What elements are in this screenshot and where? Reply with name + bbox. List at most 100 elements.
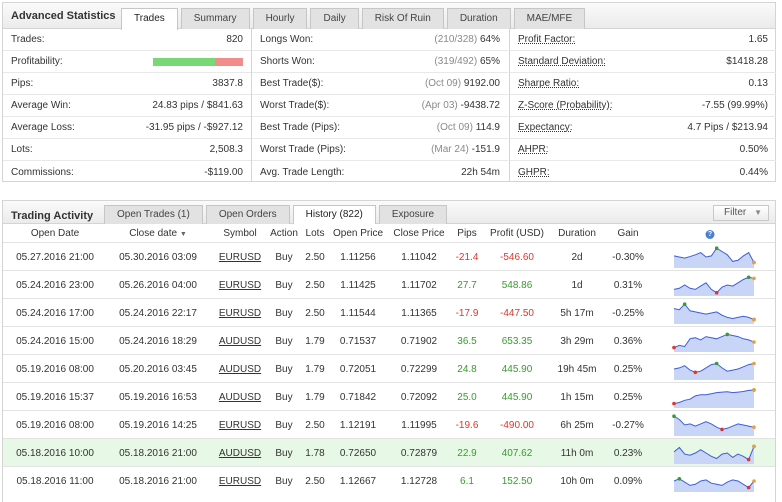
cell-open-price: 0.71842: [339, 392, 377, 403]
col-open-date[interactable]: Open Date: [30, 228, 80, 239]
stat-label[interactable]: Sharpe Ratio:: [518, 78, 580, 89]
gain-sparkline: [673, 477, 756, 492]
tab-daily[interactable]: Daily: [310, 8, 359, 29]
cell-lots: 2.50: [305, 420, 325, 431]
cell-open-price: 1.11544: [340, 308, 376, 319]
cell-symbol[interactable]: AUDUSD: [218, 392, 262, 403]
cell-action: Buy: [275, 280, 293, 291]
tab-duration[interactable]: Duration: [446, 8, 511, 29]
stat-average-win: Average Win: 24.83 pips / $841.63: [3, 95, 251, 117]
stat-profit-factor: Profit Factor: 1.65: [510, 29, 776, 51]
stat-sharpe-ratio: Sharpe Ratio: 0.13: [510, 73, 776, 95]
stat-value: 3837.8: [212, 78, 243, 89]
cell-symbol[interactable]: AUDUSD: [218, 448, 262, 459]
stat-label: Average Loss:: [11, 122, 75, 133]
stat-label[interactable]: Expectancy:: [518, 122, 573, 133]
col-close-date-label: Close date: [129, 228, 178, 239]
cell-profit: 445.90: [501, 364, 533, 375]
cell-symbol[interactable]: EURUSD: [218, 280, 262, 291]
col-lots[interactable]: Lots: [305, 228, 325, 239]
column-divider: [509, 29, 510, 182]
gain-sparkline: [672, 414, 756, 436]
table-row[interactable]: 05.24.2016 17:00 05.24.2016 22:17 EURUSD Bu…: [3, 298, 775, 326]
table-row[interactable]: 05.19.2016 08:00 05.20.2016 03:45 AUDUSD Bu…: [3, 354, 775, 382]
cell-duration: 5h 17m: [560, 308, 594, 319]
tab-open-orders[interactable]: Open Orders: [205, 205, 290, 224]
cell-open-price: 0.72650: [339, 448, 377, 459]
table-row[interactable]: 05.24.2016 23:00 05.26.2016 04:00 EURUSD Bu…: [3, 270, 775, 298]
sparkline-last-dot: [752, 317, 756, 322]
col-close-date[interactable]: Close date ▼: [129, 228, 187, 239]
cell-symbol[interactable]: EURUSD: [218, 252, 262, 263]
cell-lots: 1.78: [305, 448, 325, 459]
cell-pips: -19.6: [455, 420, 479, 431]
stat-label[interactable]: Z-Score (Probability):: [518, 100, 613, 111]
cell-lots: 2.50: [305, 280, 325, 291]
table-row[interactable]: 05.24.2016 15:00 05.24.2016 18:29 AUDUSD Bu…: [3, 326, 775, 354]
stat-value: 24.83 pips / $841.63: [152, 100, 243, 111]
cell-symbol[interactable]: EURUSD: [218, 420, 262, 431]
table-row[interactable]: 05.27.2016 21:00 05.30.2016 03:09 EURUSD Bu…: [3, 242, 775, 270]
sparkline-min-dot: [746, 457, 751, 462]
stat-value: 114.9: [475, 122, 500, 133]
col-open-price[interactable]: Open Price: [332, 228, 384, 239]
stat-label[interactable]: Standard Deviation:: [518, 56, 606, 67]
sparkline-min-dot: [672, 345, 676, 350]
stat-value: -7.55 (99.99%): [701, 100, 768, 111]
stat-ahpr: AHPR: 0.50%: [510, 139, 776, 161]
cell-pips: 24.8: [457, 364, 477, 375]
sparkline-max-dot: [746, 275, 751, 280]
sparkline-max-dot: [714, 246, 719, 250]
table-row[interactable]: 05.18.2016 10:00 05.18.2016 21:00 AUDUSD Bu…: [3, 438, 775, 466]
help-column[interactable]: ?: [705, 228, 715, 239]
cell-duration: 6h 25m: [560, 420, 594, 431]
table-row[interactable]: 05.19.2016 15:37 05.19.2016 16:53 AUDUSD Bu…: [3, 382, 775, 410]
stat-label: Worst Trade (Pips):: [260, 144, 346, 155]
cell-pips: -17.9: [455, 308, 479, 319]
cell-open-price: 0.71537: [339, 336, 377, 347]
stats-column-3: Profit Factor: 1.65 Standard Deviation: $1…: [510, 29, 776, 182]
cell-symbol[interactable]: AUDUSD: [218, 336, 262, 347]
col-action[interactable]: Action: [270, 228, 298, 239]
cell-close-price: 0.72879: [400, 448, 438, 459]
cell-duration: 3h 29m: [560, 336, 594, 347]
stat-pips: Pips: 3837.8: [3, 73, 251, 95]
cell-symbol[interactable]: EURUSD: [218, 476, 262, 487]
sparkline-area: [674, 363, 754, 380]
stat-label: Trades:: [11, 34, 45, 45]
tab-open-trades[interactable]: Open Trades (1): [104, 205, 203, 224]
col-close-price[interactable]: Close Price: [393, 228, 445, 239]
tab-hourly[interactable]: Hourly: [252, 8, 308, 29]
col-profit[interactable]: Profit (USD): [490, 228, 544, 239]
tab-history[interactable]: History (822): [292, 205, 376, 225]
sparkline-last-dot: [752, 361, 756, 366]
col-symbol[interactable]: Symbol: [223, 228, 257, 239]
stat-best-trade-usd: Best Trade($): (Oct 09) 9192.00: [252, 73, 508, 95]
tab-summary[interactable]: Summary: [180, 8, 250, 29]
cell-action: Buy: [275, 448, 293, 459]
col-pips[interactable]: Pips: [457, 228, 477, 239]
table-row[interactable]: 05.19.2016 08:00 05.19.2016 14:25 EURUSD Bu…: [3, 410, 775, 438]
tab-exposure[interactable]: Exposure: [378, 205, 448, 224]
tab-mae-mfe[interactable]: MAE/MFE: [513, 8, 586, 29]
col-gain[interactable]: Gain: [617, 228, 639, 239]
tab-trades[interactable]: Trades: [121, 8, 178, 30]
stat-label[interactable]: AHPR:: [518, 144, 549, 155]
filter-button[interactable]: Filter ▼: [713, 205, 769, 221]
stat-label[interactable]: GHPR:: [518, 166, 550, 178]
cell-duration: 1h 15m: [560, 392, 594, 403]
tab-risk-of-ruin[interactable]: Risk Of Ruin: [361, 8, 444, 29]
col-duration[interactable]: Duration: [558, 228, 596, 239]
sparkline-area: [674, 248, 754, 268]
cell-symbol[interactable]: AUDUSD: [218, 364, 262, 375]
table-row[interactable]: 05.18.2016 11:00 05.18.2016 21:00 EURUSD Bu…: [3, 466, 775, 494]
cell-symbol[interactable]: EURUSD: [218, 308, 262, 319]
cell-open-price: 1.12191: [339, 420, 377, 431]
sort-desc-icon: ▼: [179, 231, 187, 238]
stat-value: 22h 54m: [461, 166, 500, 178]
sparkline-last-dot: [752, 260, 756, 265]
stat-label[interactable]: Profit Factor:: [518, 34, 576, 45]
cell-lots: 2.50: [305, 252, 325, 263]
sparkline-last-dot: [752, 340, 756, 344]
cell-open: 05.24.2016 23:00: [16, 280, 94, 291]
